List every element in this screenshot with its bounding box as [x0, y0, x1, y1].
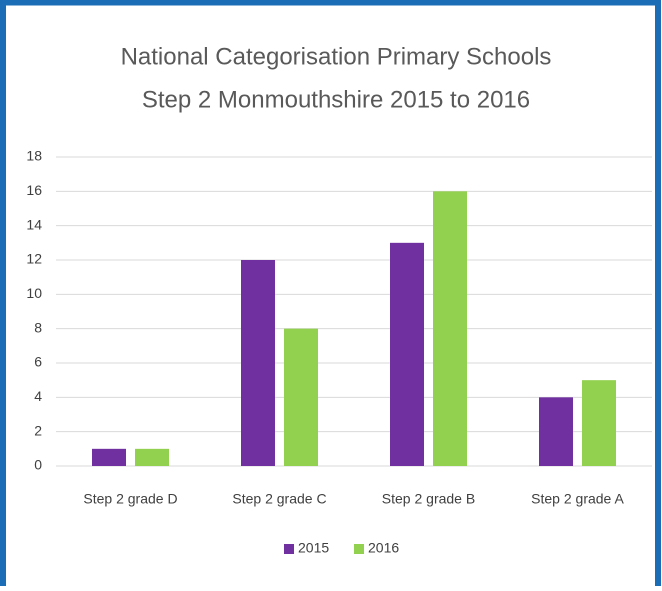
bar	[582, 380, 616, 466]
bar	[390, 242, 424, 466]
legend-swatch	[354, 544, 364, 554]
x-tick-label: Step 2 grade B	[382, 491, 475, 507]
y-tick-label: 10	[26, 285, 42, 301]
legend-swatch	[284, 544, 294, 554]
bar	[539, 397, 573, 466]
y-tick-label: 8	[34, 319, 42, 335]
x-tick-label: Step 2 grade A	[531, 491, 624, 507]
bar	[135, 448, 169, 466]
y-tick-label: 6	[34, 354, 42, 370]
chart-title: Step 2 Monmouthshire 2015 to 2016	[142, 86, 530, 113]
x-tick-label: Step 2 grade C	[232, 491, 326, 507]
bar	[433, 191, 467, 467]
y-tick-label: 0	[34, 457, 42, 473]
y-tick-label: 18	[26, 148, 42, 164]
x-tick-label: Step 2 grade D	[83, 491, 177, 507]
legend-label: 2015	[298, 540, 329, 556]
legend-label: 2016	[368, 540, 399, 556]
y-tick-label: 14	[26, 216, 42, 232]
bar	[241, 260, 275, 466]
y-tick-label: 4	[34, 388, 42, 404]
y-tick-label: 12	[26, 251, 42, 267]
bar	[92, 448, 126, 466]
bar	[284, 328, 318, 466]
y-tick-label: 16	[26, 182, 42, 198]
chart-title: National Categorisation Primary Schools	[121, 43, 552, 70]
y-tick-label: 2	[34, 422, 42, 438]
